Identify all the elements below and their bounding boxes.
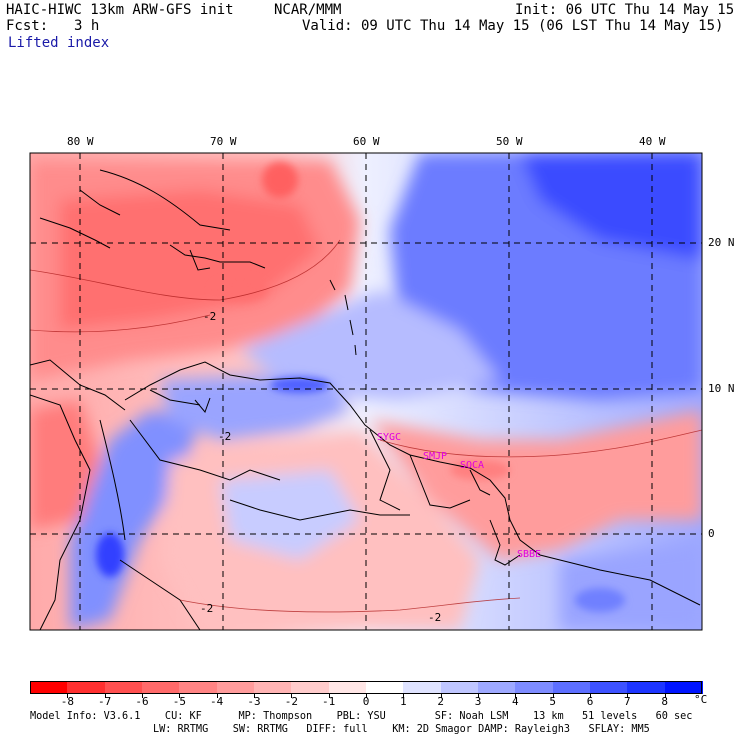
map-frame [29, 152, 703, 631]
pacific-unstable-area [30, 400, 100, 530]
model-info-line-2: LW: RRTMG SW: RRTMG DIFF: full KM: 2D Sm… [153, 724, 650, 735]
colorbar-cell [254, 681, 292, 694]
colorbar-outline [30, 681, 702, 694]
unstable-cell [450, 460, 510, 480]
coastlines [30, 169, 701, 630]
unstable-cell [262, 162, 298, 198]
amazon-blue-patch [220, 470, 360, 560]
station-label: SOCA [460, 460, 484, 471]
colorbar-tick-label: 7 [624, 695, 631, 708]
colorbar-cell [179, 681, 218, 694]
longitude-label: 70 W [210, 135, 237, 148]
colorbar-tick [515, 694, 517, 698]
colorbar-cell [67, 681, 106, 694]
station-label: SYGC [377, 432, 401, 443]
colorbar-tick [552, 694, 554, 698]
colorbar-tick-label: 6 [586, 695, 594, 708]
colorbar-cell [552, 681, 591, 694]
colorbar-cell [216, 681, 255, 694]
colorbar-tick-label: -7 [98, 695, 112, 708]
contour-label: -2 [218, 430, 231, 443]
atlantic-core [520, 153, 702, 260]
colorbar-tick-label: 8 [661, 695, 668, 708]
colorbar-tick-label: 3 [474, 695, 482, 708]
station-label: SBBE [517, 549, 541, 560]
colorbar-tick [254, 694, 255, 698]
colorbar-cell [291, 681, 330, 694]
longitude-label: 80 W [67, 135, 94, 148]
longitude-label: 40 W [639, 135, 666, 148]
stable-cell [575, 588, 625, 612]
colorbar-tick-label: -2 [284, 695, 298, 708]
longitude-label: 60 W [353, 135, 380, 148]
colorbar-cell [440, 681, 479, 694]
colorbar-tick [216, 694, 218, 698]
colorbar-tick [142, 694, 143, 698]
colorbar-cell [30, 681, 68, 694]
colorbar-cell [142, 681, 180, 694]
colorbar-tick [366, 694, 367, 698]
contour-label: -2 [200, 602, 213, 615]
station-label: SMJP [423, 451, 447, 462]
valid-time: Valid: 09 UTC Thu 14 May 15 (06 LST Thu … [302, 18, 724, 34]
colorbar-cell [104, 681, 143, 694]
colorbar-tick [664, 694, 666, 698]
colorbar-tick [627, 694, 629, 698]
field-name: Lifted index [8, 35, 110, 51]
contour-label: -2 [428, 611, 441, 624]
colorbar-tick-label: -6 [135, 695, 149, 708]
contour-lines [30, 239, 702, 613]
colorbar-tick [440, 694, 442, 698]
colorbar-cell [328, 681, 367, 694]
stable-cell [96, 533, 124, 577]
colorbar-tick-label: 2 [437, 695, 444, 708]
organization-label: NCAR/MMM [274, 2, 342, 18]
colorbar-cell [478, 681, 516, 694]
colorbar-cell [366, 681, 404, 694]
model-title: HAIC-HIWC 13km ARW-GFS init [6, 2, 234, 18]
colorbar-tick [328, 694, 330, 698]
colorbar-tick-label: -8 [60, 695, 74, 708]
colorbar-tick [590, 694, 591, 698]
colorbar-tick-label: -5 [172, 695, 186, 708]
colorbar-tick-label: -1 [322, 695, 336, 708]
latitude-label: 20 N [708, 236, 735, 249]
colorbar-tick-label: -4 [210, 695, 224, 708]
colorbar-tick [104, 694, 106, 698]
colorbar-tick-label: 0 [362, 695, 370, 708]
colorbar-cell [403, 681, 442, 694]
colorbar-cell [664, 681, 703, 694]
colorbar-tick [291, 694, 293, 698]
colorbar-tick-label: -3 [247, 695, 261, 708]
longitude-label: 50 W [496, 135, 523, 148]
model-info-line-1: Model Info: V3.6.1 CU: KF MP: Thompson P… [30, 711, 693, 722]
latitude-label: 10 N [708, 382, 735, 395]
colorbar-cell [590, 681, 628, 694]
colorbar-tick [403, 694, 405, 698]
colorbar-cell [515, 681, 554, 694]
graticule [30, 153, 702, 630]
colorbar-tick [67, 694, 69, 698]
colorbar-unit: °C [694, 693, 708, 706]
forecast-hour: 3 h [74, 18, 100, 34]
colorbar-tick-label: 4 [512, 695, 519, 708]
forecast-label: Fcst: [6, 18, 49, 34]
colorbar-tick-label: 5 [549, 695, 556, 708]
colorbar-tick-label: 1 [400, 695, 407, 708]
latitude-label: 0 [708, 527, 715, 540]
unstable-cell [212, 278, 268, 302]
colorbar-tick [179, 694, 181, 698]
andes-stable-area [70, 410, 200, 630]
colorbar-tick [478, 694, 479, 698]
mid-atlantic-band [240, 290, 500, 400]
contour-label: -2 [203, 310, 216, 323]
colorbar-cell [627, 681, 666, 694]
init-time: Init: 06 UTC Thu 14 May 15 [515, 2, 735, 18]
